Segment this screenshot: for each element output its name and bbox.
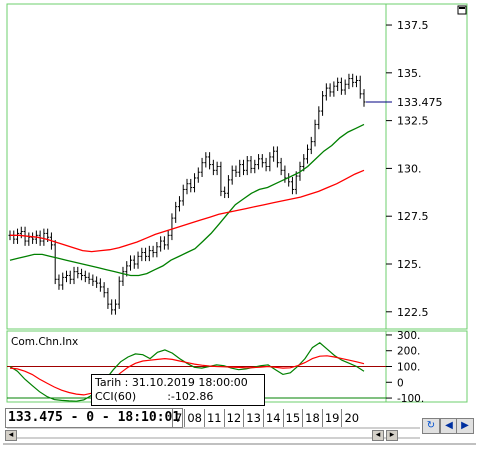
price-tick-label: 130.: [397, 162, 422, 175]
date-tick-label: 20: [341, 409, 361, 427]
date-tick-label: 12: [223, 409, 244, 427]
price-tick-label: 137.5: [397, 19, 429, 32]
date-tick-label: 19: [321, 409, 342, 427]
crosshair-tooltip: Tarih : 31.10.2019 18:00:00 CCI(60) :-10…: [91, 374, 265, 406]
date-tick-label: 7: [172, 409, 184, 427]
date-tick-label: 08: [184, 409, 204, 427]
date-tick-label: 15: [282, 409, 303, 427]
date-tick-label: 11: [203, 409, 224, 427]
date-tick-label: 14: [262, 409, 283, 427]
cci-line: [9, 342, 365, 402]
indicator-tick-label: 0: [397, 377, 404, 389]
price-panel-frame: [6, 3, 468, 330]
indicator-title: Com.Chn.Inx: [11, 336, 78, 348]
refresh-icon[interactable]: ↻: [422, 418, 440, 434]
price-tick-label: 132.5: [397, 115, 429, 128]
indicator-tick-label: 100.: [397, 362, 420, 374]
moving-average-lines: [9, 123, 365, 277]
price-tick-label: 125.: [397, 258, 422, 271]
nav-left-icon[interactable]: ◀: [440, 418, 458, 434]
indicator-tick-label: 300.: [397, 330, 420, 342]
last-price-label: 133.475: [397, 96, 443, 109]
scroll-left-button[interactable]: ◂: [5, 430, 17, 441]
status-readout: 133.475 - 0 - 18:10:01: [5, 408, 184, 428]
nav-right-icon[interactable]: ▶: [456, 418, 474, 434]
price-tick-label: 122.5: [397, 306, 429, 319]
moving-average-green: [9, 123, 365, 277]
price-axis: 137.5 135. 132.5 130. 127.5 125. 122.5: [386, 19, 429, 319]
maximize-icon[interactable]: [457, 5, 467, 15]
price-tick-label: 127.5: [397, 210, 429, 223]
indicator-axis: 300. 200. 100. 0 -100.: [386, 330, 424, 405]
date-tick-label: 18: [302, 409, 322, 427]
date-axis: 7 08 11 12 13 14 15 18 19 20: [172, 409, 361, 427]
tooltip-date: Tarih : 31.10.2019 18:00:00: [95, 376, 248, 389]
moving-average-red: [10, 169, 365, 253]
tooltip-indicator-value: :-102.86: [167, 390, 214, 403]
last-price-marker: 133.475: [366, 96, 443, 109]
indicator-lines: [7, 342, 386, 402]
tooltip-indicator-name: CCI(60): [95, 390, 137, 403]
scroll-thumb-left[interactable]: ◂: [372, 430, 384, 441]
price-bars: [8, 73, 366, 315]
indicator-tick-label: -100.: [397, 393, 424, 405]
price-tick-label: 135.: [397, 67, 422, 80]
indicator-tick-label: 200.: [397, 346, 420, 358]
scroll-thumb-right[interactable]: ▸: [386, 430, 398, 441]
date-tick-label: 13: [243, 409, 263, 427]
cci-signal-line: [9, 355, 365, 396]
